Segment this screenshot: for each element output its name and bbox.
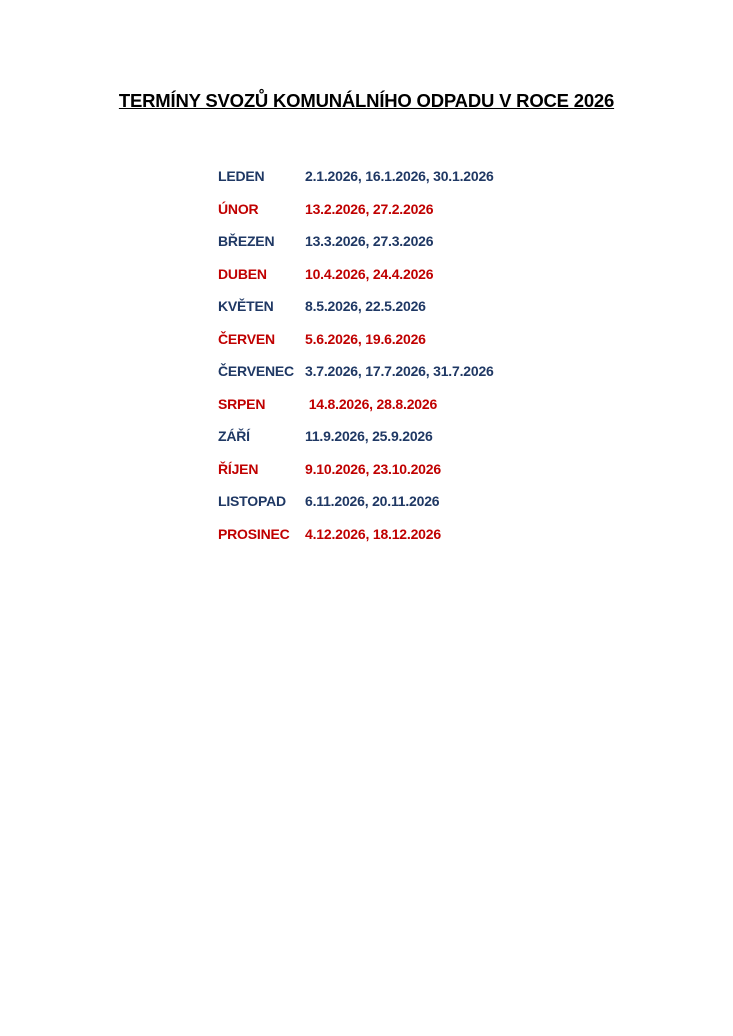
month-label: ČERVEN (218, 330, 275, 347)
schedule-row: KVĚTEN 8.5.2026, 22.5.2026 (218, 298, 494, 331)
schedule-row: ZÁŘÍ 11.9.2026, 25.9.2026 (218, 428, 494, 461)
month-label: DUBEN (218, 265, 267, 282)
page-title: TERMÍNY SVOZŮ KOMUNÁLNÍHO ODPADU V ROCE … (118, 90, 615, 111)
collection-dates: 2.1.2026, 16.1.2026, 30.1.2026 (305, 168, 494, 184)
schedule-list: LEDEN 2.1.2026, 16.1.2026, 30.1.2026 ÚNOR 1… (218, 168, 494, 558)
month-label: PROSINEC (218, 525, 290, 542)
collection-dates: 6.11.2026, 20.11.2026 (305, 493, 440, 509)
month-label: ČERVENEC (218, 363, 294, 379)
month-label: BŘEZEN (218, 233, 275, 249)
schedule-row: ŘÍJEN 9.10.2026, 23.10.2026 (218, 461, 494, 494)
schedule-row: ÚNOR 13.2.2026, 27.2.2026 (218, 201, 494, 234)
month-label: ZÁŘÍ (218, 428, 250, 444)
collection-dates: 13.2.2026, 27.2.2026 (305, 200, 434, 217)
collection-dates: 10.4.2026, 24.4.2026 (305, 265, 434, 282)
schedule-row: PROSINEC 4.12.2026, 18.12.2026 (218, 526, 494, 559)
collection-dates: 13.3.2026, 27.3.2026 (305, 233, 434, 249)
collection-dates: 4.12.2026, 18.12.2026 (305, 525, 441, 542)
schedule-row: ČERVEN 5.6.2026, 19.6.2026 (218, 331, 494, 364)
month-label: ÚNOR (218, 200, 259, 217)
schedule-row: ČERVENEC 3.7.2026, 17.7.2026, 31.7.2026 (218, 363, 494, 396)
month-label: ŘÍJEN (218, 460, 259, 477)
schedule-row: LEDEN 2.1.2026, 16.1.2026, 30.1.2026 (218, 168, 494, 201)
month-label: LEDEN (218, 168, 265, 184)
month-label: KVĚTEN (218, 298, 274, 314)
collection-dates: 8.5.2026, 22.5.2026 (305, 298, 426, 314)
schedule-row: LISTOPAD 6.11.2026, 20.11.2026 (218, 493, 494, 526)
collection-dates: 9.10.2026, 23.10.2026 (305, 460, 441, 477)
collection-dates: 5.6.2026, 19.6.2026 (305, 330, 426, 347)
schedule-row: DUBEN 10.4.2026, 24.4.2026 (218, 266, 494, 299)
schedule-row: SRPEN 14.8.2026, 28.8.2026 (218, 396, 494, 429)
collection-dates: 14.8.2026, 28.8.2026 (305, 395, 438, 412)
collection-dates: 11.9.2026, 25.9.2026 (305, 428, 433, 444)
schedule-row: BŘEZEN 13.3.2026, 27.3.2026 (218, 233, 494, 266)
month-label: LISTOPAD (218, 493, 286, 509)
collection-dates: 3.7.2026, 17.7.2026, 31.7.2026 (305, 363, 494, 379)
month-label: SRPEN (218, 395, 266, 412)
